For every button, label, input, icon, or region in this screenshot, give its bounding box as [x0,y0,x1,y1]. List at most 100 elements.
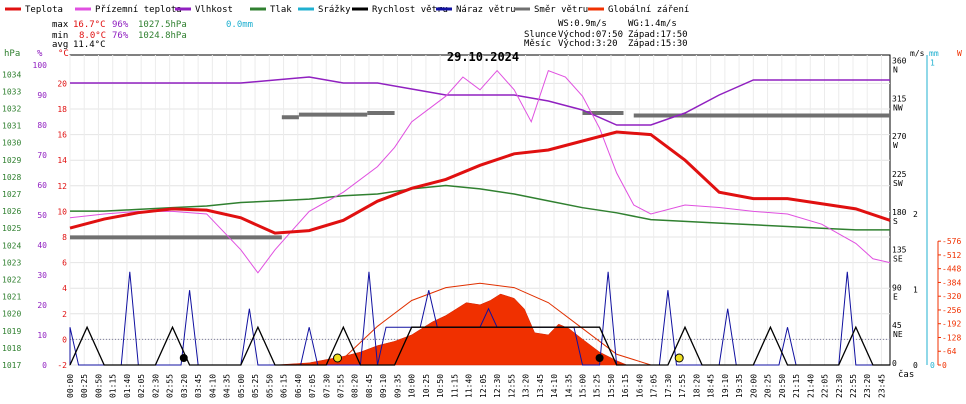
x-tick-label: 08:45 [365,374,374,398]
stat-max-temp: 16.7°C [73,20,106,30]
wind-wg: WG:1.4m/s [628,19,677,29]
axis-mm-unit: mm [929,49,939,58]
axis-temp-unit: °C [58,49,69,59]
axis-hpa-tick: 1034 [2,70,21,79]
axis-w-tick: -256 [942,306,961,315]
axis-hpa-tick: 1031 [2,122,21,131]
sun-set: Západ:17:50 [628,30,688,40]
x-tick-label: 06:40 [294,374,303,398]
legend-label: Rychlost větru [372,5,448,15]
axis-temp-tick: 8 [62,233,67,242]
x-tick-label: 02:05 [137,374,146,398]
axis-pct-tick: 20 [37,301,47,310]
axis-dir-compass: W [893,141,898,150]
axis-ms-tick: 0 [913,361,918,370]
stat-min-press: 1024.8hPa [138,31,187,41]
x-tick-label: 12:55 [507,374,516,398]
axis-hpa-tick: 1020 [2,310,21,319]
pressure-line [70,184,890,231]
x-tick-label: 11:15 [450,374,459,398]
stat-min-label: min [52,31,68,41]
x-tick-label: 10:25 [422,374,431,398]
stat-max-press: 1027.5hPa [138,20,187,30]
stat-avg-temp: 11.4°C [73,40,106,50]
x-tick-label: 19:10 [721,374,730,398]
wind-speed-line [69,325,890,366]
stat-avg-label: avg [52,40,68,50]
axis-hpa-tick: 1029 [2,156,21,165]
x-tick-label: 09:35 [393,374,402,398]
sun-rise: Východ:07:50 [558,30,623,40]
legend-label: Teplota [25,5,63,15]
x-tick-label: 20:50 [778,374,787,398]
legend-label: Směr větru [534,5,588,15]
x-tick-label: 13:45 [536,374,545,398]
stat-min-temp: 8.0°C [79,31,106,41]
axis-dir-tick: 360 [892,57,907,66]
axis-w-unit: W [957,49,962,58]
stat-max-label: max [52,20,69,30]
axis-hpa-tick: 1032 [2,105,21,114]
axis-w-tick: -192 [942,320,961,329]
x-tick-label: 00:50 [94,374,103,398]
x-tick-label: 17:55 [678,374,687,398]
legend-label: Tlak [270,5,292,15]
x-tick-label: 23:45 [877,374,886,398]
axis-temp-tick: 12 [57,182,67,191]
ground-temperature-line [69,69,891,274]
x-tick-label: 01:15 [109,374,118,398]
axis-pct-tick: 50 [37,211,47,220]
axis-temp-tick: 0 [62,335,67,344]
x-tick-label: 05:00 [237,374,246,398]
stat-max-rain: 0.0mm [226,20,253,30]
x-tick-label: 07:30 [322,374,331,398]
axis-pct-tick: 0 [42,361,47,370]
moon-label: Měsíc [524,39,551,49]
axis-dir-compass: S [893,217,898,226]
axis-pct-unit: % [37,49,43,59]
legend-label: Přízemní teplota [95,5,182,15]
legend-label: Vlhkost [195,5,233,15]
axis-hpa-tick: 1017 [2,361,21,370]
axis-dir-tick: 180 [892,208,907,217]
x-tick-label: 15:50 [607,374,616,398]
axis-hpa-tick: 1021 [2,293,21,302]
axis-dir-tick: 90 [892,283,902,292]
x-tick-label: 16:40 [635,374,644,398]
x-tick-label: 10:00 [408,374,417,398]
x-tick-label: 13:20 [522,374,531,398]
x-tick-label: 20:00 [749,374,758,398]
x-tick-label: 18:20 [692,374,701,398]
axis-temp-tick: 4 [62,284,67,293]
x-tick-label: 22:55 [849,374,858,398]
x-tick-label: 21:40 [806,374,815,398]
axis-temp-tick: 6 [62,259,67,268]
x-tick-label: 03:20 [180,374,189,398]
x-tick-label: 02:30 [151,374,160,398]
axis-hpa-tick: 1023 [2,258,21,267]
x-tick-label: 07:55 [336,374,345,398]
axis-ms-unit: m/s [910,49,925,58]
axis-hpa-tick: 1025 [2,224,21,233]
axis-dir-tick: 0 [892,359,897,368]
moonset-marker [595,354,604,362]
axis-dir-tick: 315 [892,94,907,103]
axis-w-tick: -64 [942,347,957,356]
axis-ms-tick: 2 [913,210,918,219]
moon-set: Západ:15:30 [628,39,688,49]
axis-temp-tick: 10 [57,207,67,216]
legend-label: Globální záření [608,5,689,15]
axis-temp-tick: 20 [57,79,67,88]
axis-dir-tick: 135 [892,246,907,255]
stat-min-hum: 76% [112,31,129,41]
axis-dir-compass: SW [893,179,903,188]
axis-pct-tick: 100 [33,61,48,70]
axis-w-tick: -320 [942,292,961,301]
x-tick-label: 17:05 [650,374,659,398]
wind-ws: WS:0.9m/s [558,19,607,29]
axis-temp-tick: 16 [57,131,67,140]
axis-hpa-tick: 1028 [2,173,21,182]
x-tick-label: 18:45 [707,374,716,398]
axis-dir-tick: 225 [892,170,907,179]
